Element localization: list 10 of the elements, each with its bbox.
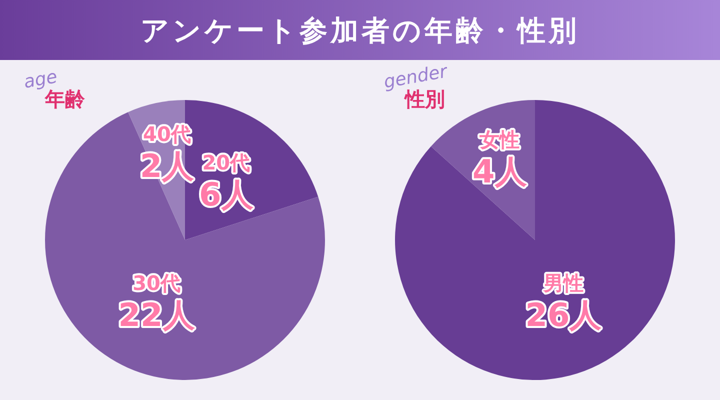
chart-subtitle: 年齢: [44, 87, 86, 111]
data-label: 22人: [118, 296, 196, 334]
chart-title: アンケート参加者の年齢・性別: [140, 14, 580, 47]
slice-label: 20代: [202, 150, 250, 174]
slice-label: 30代: [132, 270, 180, 295]
data-label: 4人: [472, 152, 528, 191]
slice-label: 女性: [478, 128, 520, 152]
data-label: 26人: [525, 296, 603, 334]
slice-label: 男性: [542, 270, 584, 295]
data-label: 6人: [199, 175, 254, 214]
